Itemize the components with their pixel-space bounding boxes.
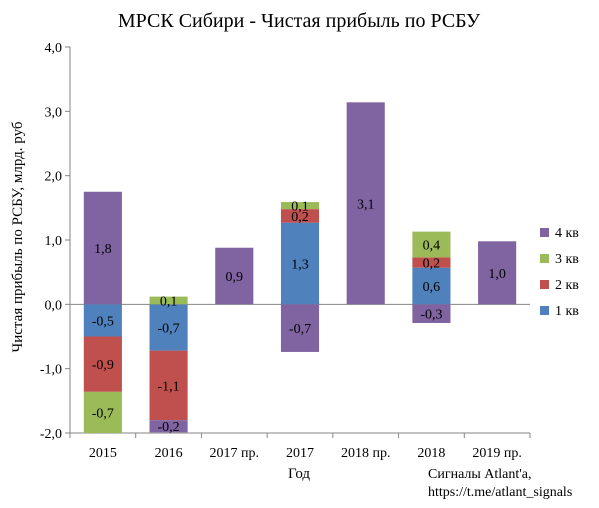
data-label: 0,2 xyxy=(423,257,441,272)
bars xyxy=(83,102,517,433)
bar-segment xyxy=(412,231,451,258)
x-tick-label: 2018 пр. xyxy=(341,446,391,461)
bar-segment xyxy=(149,420,188,433)
footer-line-1: Сигналы Atlant'a, xyxy=(428,467,532,482)
x-tick-label: 2019 пр. xyxy=(472,446,522,461)
data-label: -0,7 xyxy=(92,406,114,421)
data-label: -0,7 xyxy=(289,322,311,337)
bar-segment xyxy=(149,304,188,351)
data-label: -0,9 xyxy=(92,358,114,373)
bar-segment xyxy=(83,336,122,392)
bar-segment xyxy=(478,241,517,305)
legend-label: 1 кв xyxy=(555,304,579,319)
x-tick-label: 2018 xyxy=(417,446,445,461)
data-label: -0,2 xyxy=(157,420,179,435)
bar-segment xyxy=(280,202,320,210)
bar-segment xyxy=(83,304,122,337)
y-tick-label: 4,0 xyxy=(45,41,63,56)
footer-line-2: https://t.me/atlant_signals xyxy=(428,485,572,500)
data-labels: -0,5-0,9-0,71,8-0,7-1,10,1-0,20,91,30,20… xyxy=(92,197,506,435)
data-label: 0,1 xyxy=(291,200,309,215)
x-tick-label: 2015 xyxy=(89,446,117,461)
data-label: 0,4 xyxy=(423,239,441,254)
data-label: 1,3 xyxy=(291,257,309,272)
y-tick-label: -1,0 xyxy=(40,363,62,378)
y-tick-label: 0,0 xyxy=(45,298,63,313)
legend-label: 3 кв xyxy=(555,252,579,267)
bar-segment xyxy=(83,391,122,433)
legend-swatch xyxy=(540,228,549,237)
bar-segment xyxy=(149,350,188,421)
bar-segment xyxy=(280,304,320,352)
legend: 4 кв 3 кв 2 кв 1 кв xyxy=(540,226,579,319)
x-axis-label: Год xyxy=(288,466,310,482)
legend-label: 2 кв xyxy=(555,278,579,293)
data-label: -0,5 xyxy=(92,314,114,329)
data-label: -0,3 xyxy=(420,308,442,323)
legend-swatch xyxy=(540,306,549,315)
legend-label: 4 кв xyxy=(555,226,579,241)
x-tick-label: 2016 xyxy=(155,446,183,461)
data-label: -0,7 xyxy=(157,321,179,336)
data-label: 0,1 xyxy=(160,294,178,309)
y-tick-label: 2,0 xyxy=(45,170,63,185)
y-axis-label: Чистая прибыль по РСБУ, млрд. руб xyxy=(10,121,26,352)
bar-segment xyxy=(412,257,451,268)
bar-segment xyxy=(280,222,320,305)
bar-segment xyxy=(83,191,122,305)
bar-segment xyxy=(149,296,188,305)
legend-swatch xyxy=(540,280,549,289)
data-label: 1,8 xyxy=(94,242,112,257)
y-tick-label: 1,0 xyxy=(45,234,63,249)
data-label: 0,2 xyxy=(291,210,309,225)
x-tick-label: 2017 пр. xyxy=(210,446,260,461)
bar-segment xyxy=(412,304,451,323)
bar-segment xyxy=(346,102,385,305)
y-tick-label: -2,0 xyxy=(40,427,62,442)
data-label: 3,1 xyxy=(357,197,375,212)
x-tick-label: 2017 xyxy=(286,446,314,461)
axes: -2,0 -1,0 0,0 1,0 2,0 3,0 4,0 2015 2016 2017 пр. 2… xyxy=(40,41,531,461)
bar-segment xyxy=(412,267,451,305)
data-label: 0,6 xyxy=(423,280,441,295)
data-label: 1,0 xyxy=(488,267,506,282)
data-label: 0,9 xyxy=(226,270,244,285)
data-label: -1,1 xyxy=(157,379,179,394)
chart-title: МРСК Сибири - Чистая прибыль по РСБУ xyxy=(118,10,481,32)
bar-segment xyxy=(215,247,254,305)
bar-segment xyxy=(280,209,320,223)
y-tick-label: 3,0 xyxy=(45,105,63,120)
legend-swatch xyxy=(540,254,549,263)
